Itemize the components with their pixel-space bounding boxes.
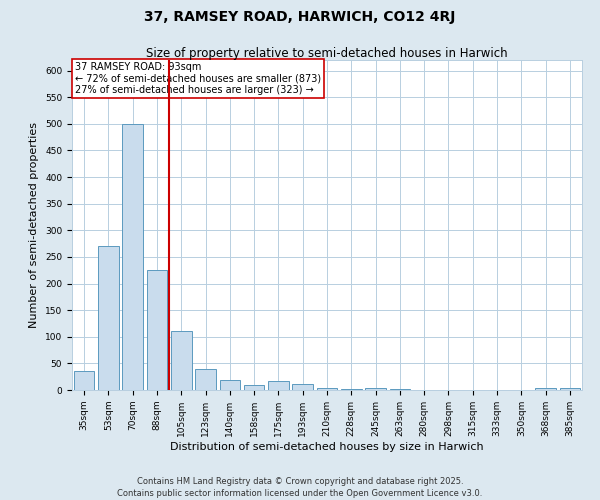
Bar	[146, 270, 167, 390]
Title: Size of property relative to semi-detached houses in Harwich: Size of property relative to semi-detach…	[146, 47, 508, 60]
Bar	[268, 381, 289, 390]
Bar	[365, 388, 386, 390]
Bar	[122, 124, 143, 390]
Text: 37 RAMSEY ROAD: 93sqm
← 72% of semi-detached houses are smaller (873)
27% of sem: 37 RAMSEY ROAD: 93sqm ← 72% of semi-deta…	[74, 62, 320, 95]
Bar	[317, 388, 337, 390]
Bar	[220, 380, 240, 390]
Text: 37, RAMSEY ROAD, HARWICH, CO12 4RJ: 37, RAMSEY ROAD, HARWICH, CO12 4RJ	[145, 10, 455, 24]
Bar	[244, 384, 265, 390]
X-axis label: Distribution of semi-detached houses by size in Harwich: Distribution of semi-detached houses by …	[170, 442, 484, 452]
Bar	[389, 389, 410, 390]
Bar	[171, 332, 191, 390]
Bar	[560, 388, 580, 390]
Y-axis label: Number of semi-detached properties: Number of semi-detached properties	[29, 122, 40, 328]
Bar	[341, 389, 362, 390]
Bar	[195, 368, 216, 390]
Text: Contains HM Land Registry data © Crown copyright and database right 2025.
Contai: Contains HM Land Registry data © Crown c…	[118, 476, 482, 498]
Bar	[292, 384, 313, 390]
Bar	[98, 246, 119, 390]
Bar	[74, 372, 94, 390]
Bar	[535, 388, 556, 390]
